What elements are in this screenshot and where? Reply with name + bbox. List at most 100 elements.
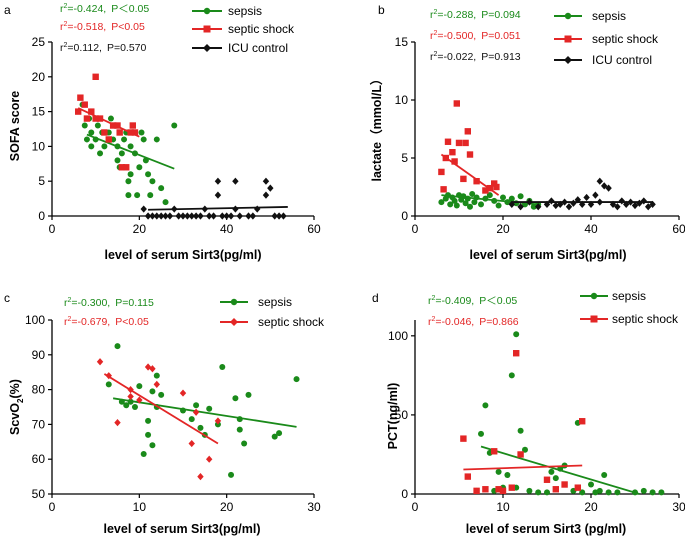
septic-shock-point — [451, 158, 458, 165]
y-tick-label: 70 — [32, 417, 46, 431]
legend-entry-septic-shock: septic shock — [580, 312, 679, 326]
septic-shock-point — [118, 164, 126, 171]
y-tick-label: 0 — [401, 487, 408, 501]
sepsis-point — [462, 200, 469, 207]
y-tick-label: 20 — [32, 70, 46, 84]
x-axis-title: level of serum Sirt3 (pg/ml) — [466, 522, 626, 536]
sepsis-point — [508, 372, 515, 379]
septic-shock-point — [552, 486, 559, 493]
sepsis-point — [467, 203, 473, 210]
septic-shock-point — [188, 439, 195, 448]
sepsis-point — [530, 203, 537, 210]
septic-shock-point — [466, 151, 474, 158]
septic-shock-point — [101, 129, 108, 136]
icu-control-point — [184, 212, 191, 220]
sepsis-point — [495, 202, 502, 209]
sepsis-point — [228, 471, 235, 478]
septic-shock-point — [123, 164, 130, 171]
stat-line-icu-control: r2=0.112, P=0.570 — [60, 42, 147, 54]
legend: sepsis septic shock ICU control — [192, 4, 295, 55]
icu-control-point — [236, 212, 243, 220]
icu-control-point — [280, 212, 287, 220]
legend-entry-septic-shock: septic shock — [220, 315, 325, 329]
sepsis-point — [193, 402, 200, 409]
icu-control-point — [623, 200, 630, 208]
sepsis-point — [81, 122, 88, 129]
septic-shock-point — [460, 435, 467, 442]
x-tick-label: 0 — [412, 222, 419, 236]
x-tick-label: 0 — [49, 222, 56, 236]
septic-shock-point — [149, 365, 156, 373]
septic-shock-point — [517, 451, 524, 458]
legend-label: septic shock — [258, 315, 325, 329]
septic-shock-point — [453, 100, 460, 107]
icu-control-point — [232, 177, 239, 185]
sepsis-point — [447, 201, 454, 208]
sepsis-point — [153, 136, 160, 143]
sepsis-point — [114, 343, 121, 350]
septic-shock-point — [96, 358, 104, 366]
septic-shock-point — [493, 183, 500, 191]
y-tick-label: 5 — [401, 151, 408, 165]
sepsis-point — [136, 383, 143, 390]
sepsis-point — [658, 489, 665, 496]
sepsis-point — [147, 192, 154, 199]
icu-control-point — [197, 212, 204, 220]
sepsis-point — [478, 430, 484, 437]
septic-shock-point — [438, 168, 445, 176]
legend-entry-sepsis: sepsis — [580, 289, 646, 303]
plot-area: 0 10 20 30 50 60 70 80 90 100 — [25, 313, 321, 514]
icu-control-point — [192, 212, 200, 220]
legend: sepsis septic shock ICU control — [554, 9, 659, 67]
sepsis-point — [127, 143, 134, 150]
stat-line-septic-shock: r2=-0.679, P<0.05 — [64, 316, 149, 328]
septic-shock-point — [449, 149, 456, 156]
icu-control-point — [249, 212, 257, 220]
septic-shock-fit-line — [463, 464, 583, 471]
y-tick-label: 0 — [401, 209, 408, 223]
icu-control-point — [166, 212, 174, 220]
icu-control-point — [631, 201, 639, 210]
sepsis-point — [153, 372, 160, 379]
septic-shock-point — [495, 486, 502, 493]
sepsis-point — [579, 489, 586, 496]
sepsis-point — [500, 194, 506, 201]
sepsis-point — [605, 489, 612, 496]
panel-letter-c: c — [4, 291, 10, 305]
sepsis-point — [88, 143, 95, 150]
sepsis-point — [232, 395, 239, 402]
y-tick-label: 50 — [395, 408, 409, 422]
sepsis-point — [171, 122, 178, 129]
icu-control-point — [508, 200, 515, 208]
stat-line-sepsis: r2=-0.288, P=0.094 — [430, 9, 521, 21]
x-tick-label: 20 — [133, 222, 147, 236]
x-tick-label: 40 — [220, 222, 234, 236]
icu-control-point — [618, 197, 625, 205]
sepsis-point — [88, 129, 95, 136]
septic-shock-point — [81, 101, 88, 108]
sepsis-point — [101, 143, 108, 150]
sepsis-point — [508, 195, 515, 202]
septic-shock-point — [513, 350, 520, 357]
sepsis-point — [596, 487, 603, 494]
icu-control-point — [552, 201, 559, 210]
icu-control-point — [140, 205, 147, 213]
sepsis-point — [158, 391, 165, 398]
icu-control-point — [232, 205, 239, 213]
sepsis-point — [219, 363, 226, 370]
icu-control-point — [275, 212, 283, 220]
legend-entry-sepsis: sepsis — [192, 4, 262, 18]
icu-control-point — [214, 191, 222, 199]
legend-label: ICU control — [592, 53, 652, 67]
sepsis-point — [588, 481, 594, 488]
septic-shock-point — [491, 448, 498, 455]
legend-label: septic shock — [612, 312, 679, 326]
icu-control-point — [162, 212, 169, 220]
septic-shock-point — [77, 94, 84, 101]
sepsis-point — [125, 178, 132, 185]
sepsis-point — [614, 489, 621, 496]
septic-shock-point — [153, 380, 160, 388]
sepsis-point — [149, 442, 156, 449]
sepsis-point — [478, 201, 484, 208]
